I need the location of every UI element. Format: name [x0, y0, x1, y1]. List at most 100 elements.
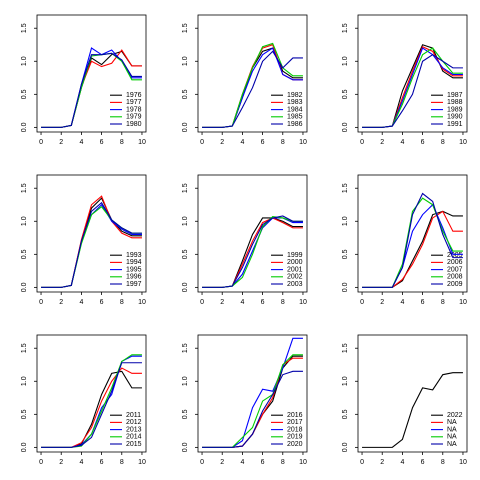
legend-label: 1979 — [126, 114, 142, 121]
series-line — [202, 370, 303, 448]
series-line — [362, 54, 463, 128]
legend-label: 1976 — [126, 92, 142, 99]
legend-label: 2001 — [287, 266, 303, 273]
x-tick-label: 0 — [360, 139, 364, 146]
x-tick-label: 2 — [380, 459, 384, 466]
series-line — [202, 50, 303, 128]
legend-label: 1985 — [287, 114, 303, 121]
x-tick-label: 4 — [400, 459, 404, 466]
legend-label: 1982 — [287, 92, 303, 99]
legend-label: 2019 — [287, 434, 303, 441]
series-line — [362, 192, 463, 288]
legend-label: NA — [447, 419, 457, 426]
legend-label: 1978 — [126, 106, 142, 113]
y-tick-label: 0.0 — [182, 282, 189, 292]
y-tick-label: 1.0 — [182, 56, 189, 66]
x-tick-label: 0 — [360, 299, 364, 306]
x-tick-label: 6 — [100, 299, 104, 306]
x-tick-label: 6 — [421, 139, 425, 146]
y-tick-label: 0.0 — [342, 282, 349, 292]
plot-frame — [357, 334, 468, 453]
y-tick-label: 0.5 — [21, 89, 28, 99]
y-tick-label: 1.0 — [21, 56, 28, 66]
y-tick-label: 0.0 — [21, 122, 28, 132]
legend-label: 1996 — [126, 274, 142, 281]
y-tick-label: 1.5 — [21, 23, 28, 33]
y-tick-label: 1.0 — [342, 376, 349, 386]
y-tick-label: 0.5 — [342, 249, 349, 259]
legend-label: 1995 — [126, 266, 142, 273]
legend-label: 2000 — [287, 259, 303, 266]
legend-label: 1977 — [126, 99, 142, 106]
plot-frame — [36, 334, 147, 453]
plot-frame — [36, 174, 147, 293]
x-tick-label: 6 — [100, 459, 104, 466]
legend-label: 1993 — [126, 252, 142, 259]
y-tick-label: 1.0 — [21, 216, 28, 226]
x-tick-label: 10 — [138, 299, 146, 306]
legend-label: 1991 — [447, 121, 463, 128]
x-tick-label: 8 — [281, 459, 285, 466]
plot-frame — [197, 334, 308, 453]
y-tick-label: 0.5 — [182, 89, 189, 99]
x-tick-label: 4 — [240, 299, 244, 306]
y-tick-label: 0.5 — [21, 249, 28, 259]
legend-label: 2009 — [447, 281, 463, 288]
x-tick-label: 4 — [79, 459, 83, 466]
y-tick-label: 0.5 — [342, 89, 349, 99]
x-tick-label: 0 — [39, 459, 43, 466]
y-tick-label: 1.5 — [182, 343, 189, 353]
legend-label: 2013 — [126, 426, 142, 433]
y-tick-label: 1.5 — [342, 343, 349, 353]
x-tick-label: 2 — [220, 299, 224, 306]
legend-label: 2007 — [447, 266, 463, 273]
x-tick-label: 0 — [200, 299, 204, 306]
x-tick-label: 2 — [59, 139, 63, 146]
x-tick-label: 6 — [421, 299, 425, 306]
legend-label: 1990 — [447, 114, 463, 121]
legend-label: NA — [447, 441, 457, 448]
x-tick-label: 2 — [59, 299, 63, 306]
y-tick-label: 1.0 — [342, 56, 349, 66]
legend-label: 2002 — [287, 274, 303, 281]
series-line — [362, 372, 463, 448]
y-tick-label: 1.0 — [182, 216, 189, 226]
x-tick-label: 10 — [299, 299, 307, 306]
legend-label: NA — [447, 434, 457, 441]
x-tick-label: 4 — [79, 139, 83, 146]
x-tick-label: 8 — [441, 139, 445, 146]
x-tick-label: 0 — [360, 459, 364, 466]
x-tick-label: 4 — [240, 459, 244, 466]
x-tick-label: 6 — [100, 139, 104, 146]
series-line — [202, 215, 303, 288]
x-tick-label: 10 — [299, 459, 307, 466]
legend-label: 2003 — [287, 281, 303, 288]
x-tick-label: 4 — [400, 299, 404, 306]
legend-label: 1999 — [287, 252, 303, 259]
legend-label: 1994 — [126, 259, 142, 266]
y-tick-label: 1.0 — [182, 376, 189, 386]
x-tick-label: 0 — [200, 459, 204, 466]
legend-label: 1984 — [287, 106, 303, 113]
x-tick-label: 4 — [79, 299, 83, 306]
legend-label: 2014 — [126, 434, 142, 441]
y-tick-label: 1.5 — [342, 23, 349, 33]
x-tick-label: 6 — [261, 459, 265, 466]
legend-label: 2016 — [287, 412, 303, 419]
y-tick-label: 0.0 — [342, 442, 349, 452]
x-tick-label: 6 — [261, 299, 265, 306]
y-tick-label: 1.5 — [182, 23, 189, 33]
y-tick-label: 1.5 — [342, 183, 349, 193]
y-tick-label: 0.0 — [21, 442, 28, 452]
legend-label: 1988 — [447, 99, 463, 106]
x-tick-label: 4 — [400, 139, 404, 146]
legend-label: 2022 — [447, 412, 463, 419]
legend-label: 2008 — [447, 274, 463, 281]
x-tick-label: 10 — [459, 459, 467, 466]
y-tick-label: 1.5 — [182, 183, 189, 193]
y-tick-label: 1.0 — [21, 376, 28, 386]
legend-label: 2012 — [126, 419, 142, 426]
legend-label: 2011 — [126, 412, 141, 419]
x-tick-label: 4 — [240, 139, 244, 146]
